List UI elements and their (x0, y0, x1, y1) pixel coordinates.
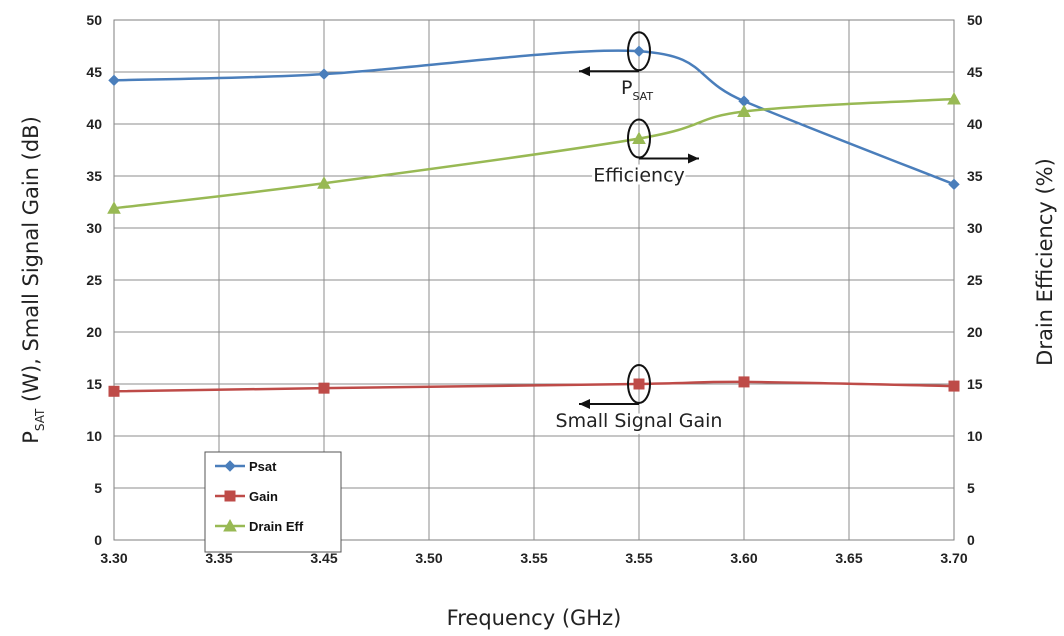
y-axis-left-title-rest: (W), Small Signal Gain (dB) (19, 116, 43, 408)
y-left-tick-label: 10 (86, 428, 102, 444)
legend-item-gain: Gain (215, 489, 278, 504)
y-right-tick-label: 25 (967, 272, 983, 288)
y-left-tick-label: 0 (94, 532, 102, 548)
x-tick-label: 3.55 (520, 550, 547, 566)
legend-marker-gain (224, 490, 236, 502)
y-axis-left-title: PSAT (W), Small Signal Gain (dB) (19, 116, 47, 444)
y-right-tick-label: 40 (967, 116, 983, 132)
annotation-layer: PSAT Efficiency Small Signal Gain (553, 31, 725, 435)
annotation-arrowhead (579, 399, 590, 409)
annotation-label: Small Signal Gain (556, 410, 723, 432)
legend-item-psat: Psat (215, 459, 277, 474)
y-right-tick-label: 20 (967, 324, 983, 340)
y-right-tick-label: 30 (967, 220, 983, 236)
data-point-drain-eff (317, 176, 331, 189)
data-point-psat (318, 68, 330, 80)
x-tick-label: 3.30 (100, 550, 127, 566)
y-left-tick-label: 25 (86, 272, 102, 288)
legend-label: Drain Eff (249, 519, 304, 534)
series-layer (107, 45, 961, 397)
series-line-drain-eff (113, 97, 955, 210)
series-gain (108, 376, 960, 397)
legend-label: Gain (249, 489, 278, 504)
y-right-tick-label: 50 (967, 12, 983, 28)
data-point-gain (633, 378, 645, 390)
y-left-tick-label: 5 (94, 480, 102, 496)
legend-marker-drain-eff (223, 518, 237, 532)
data-point-drain-eff (737, 104, 751, 118)
data-point-psat (948, 178, 960, 191)
x-tick-label: 3.70 (940, 550, 967, 566)
annotation-arrowhead (688, 153, 699, 164)
annotation-label: PSAT (621, 77, 653, 103)
data-point-psat (108, 74, 120, 87)
x-tick-label: 3.60 (730, 550, 757, 566)
y-left-tick-label: 50 (86, 12, 102, 28)
legend-item-drain-eff: Drain Eff (215, 518, 304, 534)
y-right-tick-label: 5 (967, 480, 975, 496)
data-point-drain-eff (632, 131, 646, 145)
legend: Psat Gain Drain Eff (204, 451, 342, 553)
y-right-tick-label: 10 (967, 428, 983, 444)
data-point-gain (738, 376, 750, 388)
y-left-tick-label: 20 (86, 324, 102, 340)
x-axis-ticks: 3.30 3.35 3.45 3.50 3.55 3.55 3.60 3.65 3.70 (100, 550, 967, 566)
data-point-drain-eff (947, 91, 961, 105)
x-tick-label: 3.45 (310, 550, 337, 566)
y-axis-left-ticks: 0 5 10 15 20 25 30 35 40 45 50 (86, 12, 102, 548)
x-axis-title: Frequency (GHz) (447, 606, 622, 630)
annotation-label-main: Small Signal Gain (556, 410, 723, 432)
data-point-gain (948, 380, 960, 392)
legend-label: Psat (249, 459, 277, 474)
annotation-small-signal-gain: Small Signal Gain (553, 364, 725, 435)
y-axis-left-title-sub: SAT (33, 408, 47, 431)
data-point-gain (108, 385, 120, 397)
x-tick-label: 3.35 (205, 550, 232, 566)
data-point-drain-eff (107, 201, 121, 214)
y-left-tick-label: 30 (86, 220, 102, 236)
y-axis-right-ticks: 0 5 10 15 20 25 30 35 40 45 50 (967, 12, 983, 548)
legend-items: Psat Gain Drain Eff (215, 459, 304, 534)
y-axis-right-title: Drain Efficiency (%) (1033, 158, 1057, 366)
y-left-tick-label: 15 (86, 376, 102, 392)
y-right-tick-label: 0 (967, 532, 975, 548)
annotation-label-main: P (621, 77, 632, 99)
y-right-tick-label: 45 (967, 64, 983, 80)
y-left-tick-label: 45 (86, 64, 102, 80)
data-point-psat (633, 45, 645, 57)
series-drain-eff (107, 91, 961, 214)
series-line-gain (113, 380, 955, 393)
x-tick-label: 3.50 (415, 550, 442, 566)
series-psat (108, 45, 960, 191)
y-left-tick-label: 40 (86, 116, 102, 132)
series-line-psat (113, 49, 955, 186)
data-point-gain (318, 382, 330, 394)
x-tick-label: 3.65 (835, 550, 862, 566)
annotation-arrowhead (579, 66, 590, 77)
annotation-label-sub: SAT (632, 90, 653, 103)
annotation-efficiency: Efficiency (590, 118, 699, 190)
legend-marker-psat (224, 460, 236, 472)
annotation-p: PSAT (579, 31, 653, 103)
annotation-label-main: Efficiency (593, 165, 685, 187)
x-tick-label: 3.55 (625, 550, 652, 566)
y-right-tick-label: 15 (967, 376, 983, 392)
y-right-tick-label: 35 (967, 168, 983, 184)
y-left-tick-label: 35 (86, 168, 102, 184)
annotation-label: Efficiency (593, 165, 685, 187)
y-axis-left-title-main: P (19, 431, 43, 444)
